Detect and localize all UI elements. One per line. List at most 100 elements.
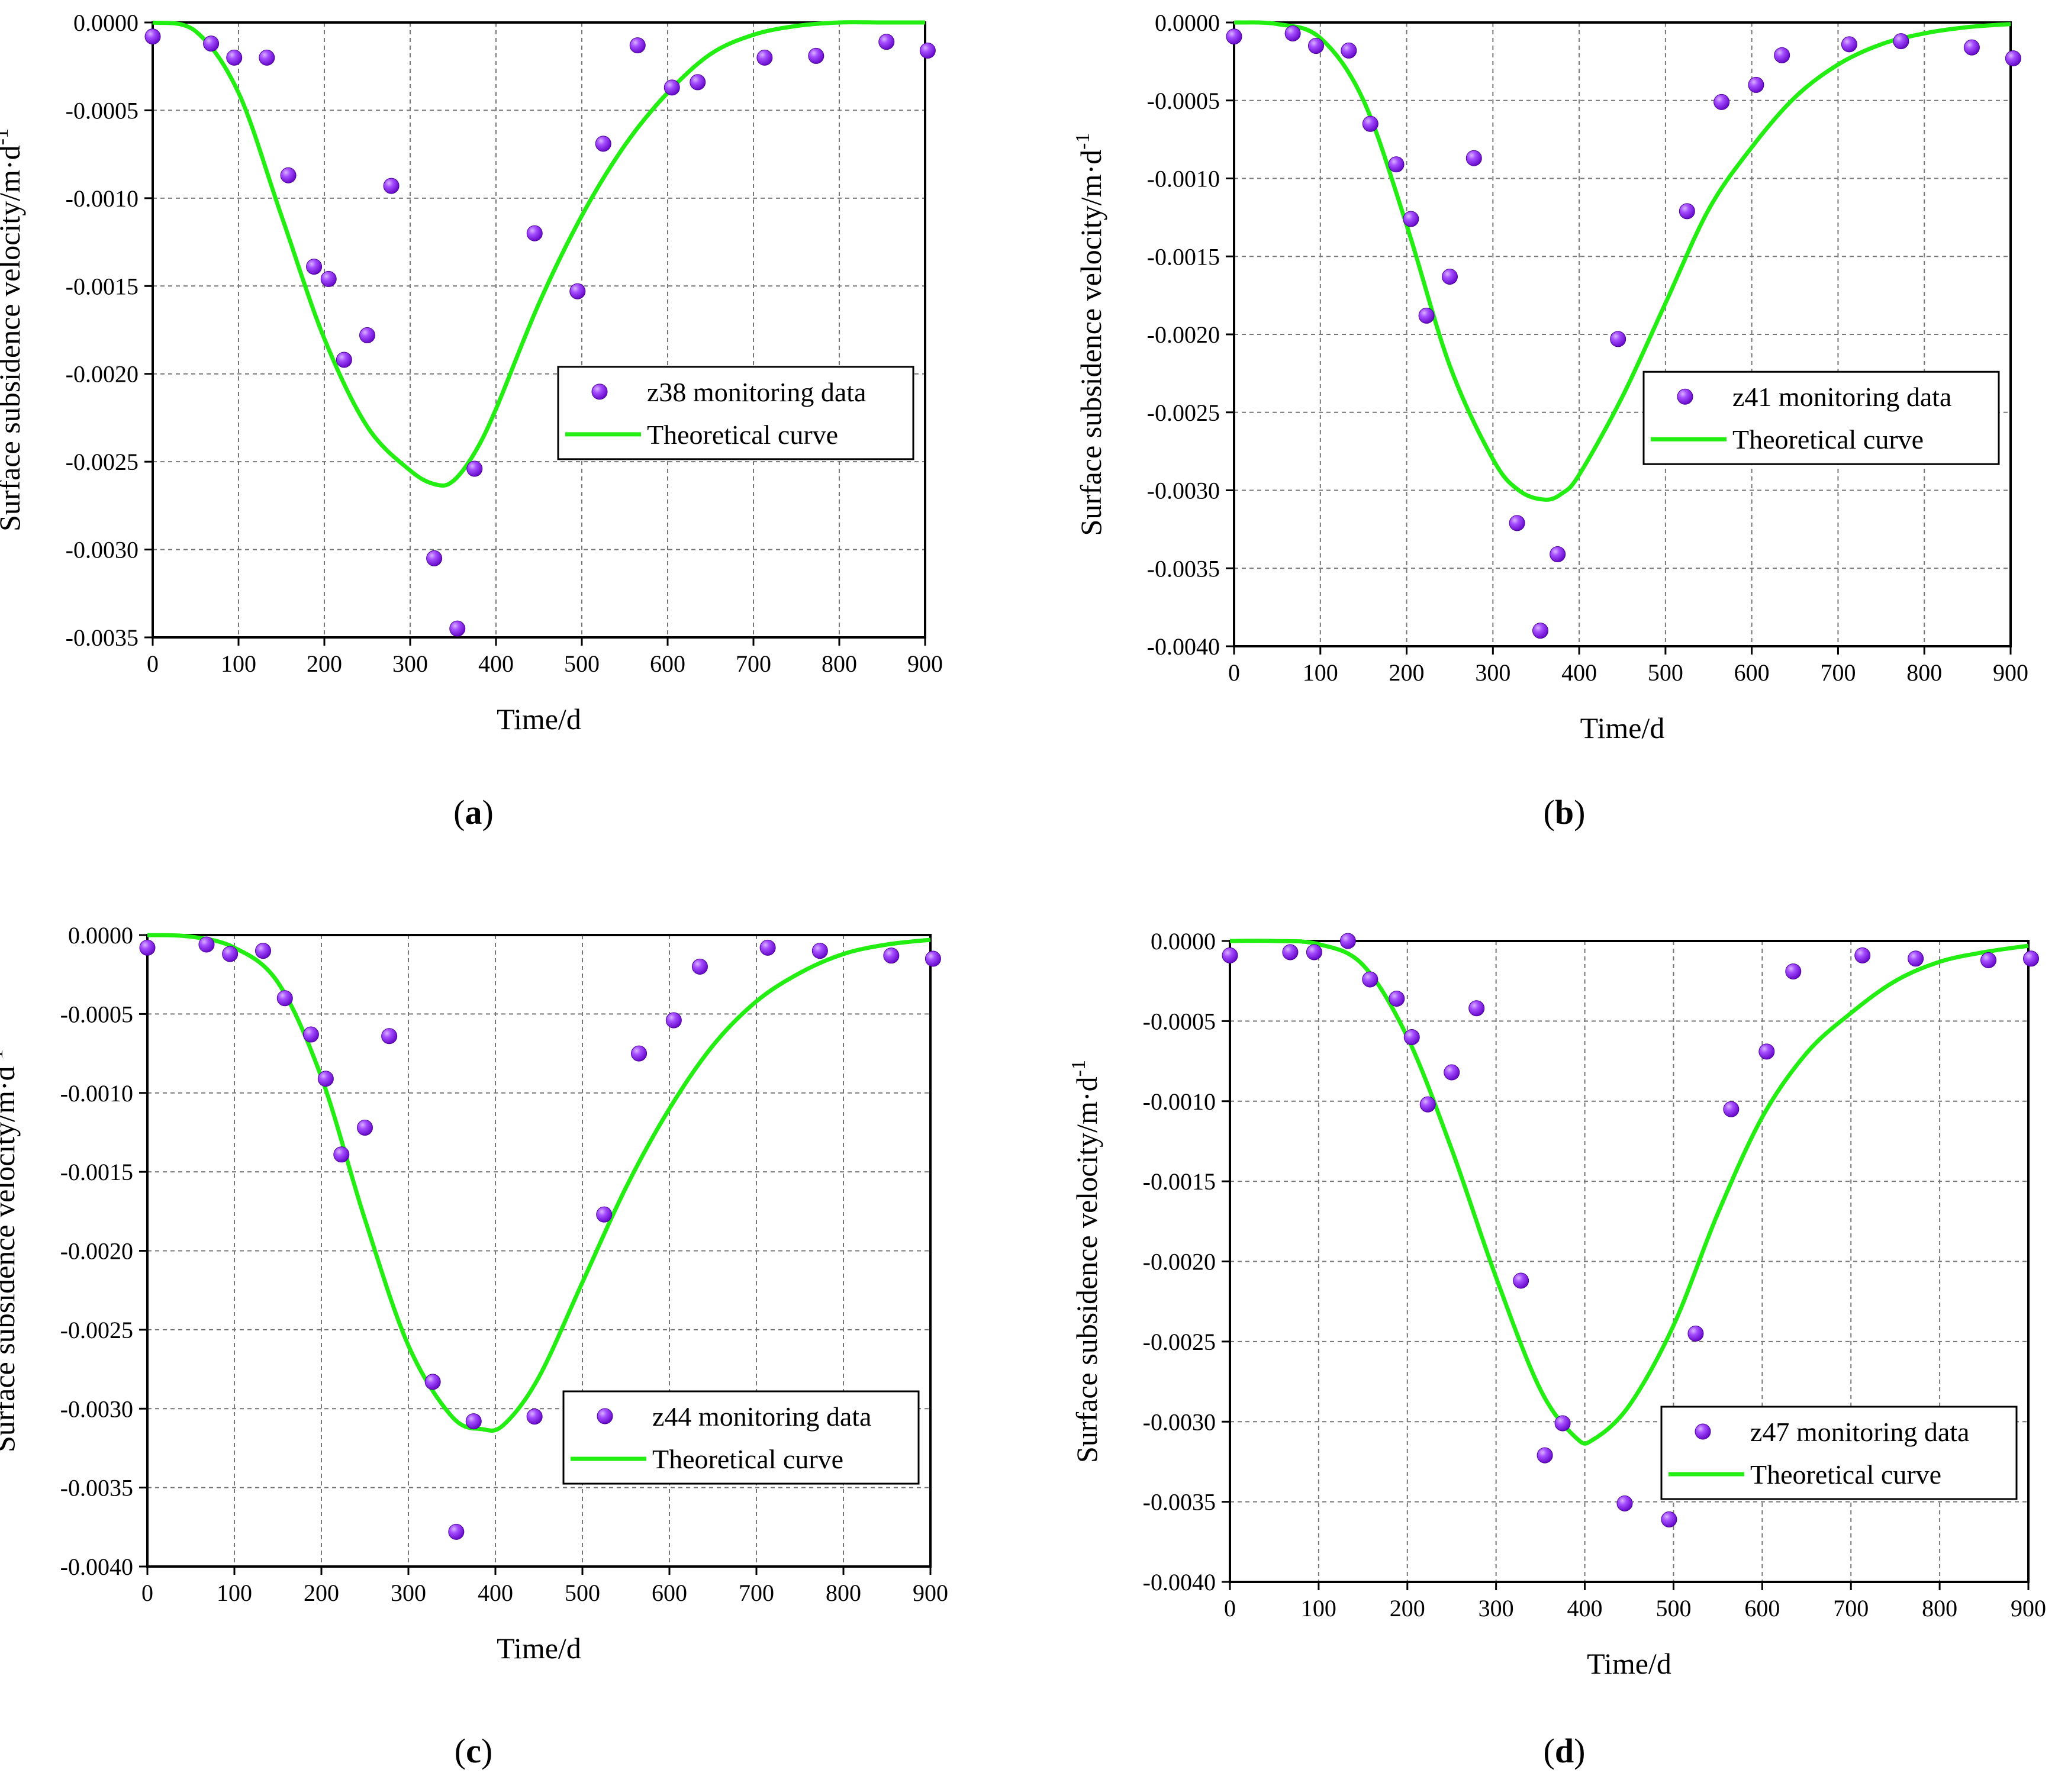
monitoring-data-point bbox=[1532, 623, 1549, 639]
monitoring-data-point bbox=[1687, 1325, 1704, 1342]
monitoring-data-point bbox=[925, 950, 941, 967]
y-axis-label-superscript: -1 bbox=[0, 128, 12, 145]
monitoring-data-point bbox=[1226, 28, 1242, 45]
y-tick-label: -0.0020 bbox=[1143, 1249, 1216, 1275]
legend-data-label: z47 monitoring data bbox=[1750, 1417, 1969, 1447]
panel-caption-letter: c bbox=[466, 1732, 481, 1770]
legend-box bbox=[1660, 1406, 2018, 1500]
x-tick-label: 300 bbox=[1479, 1595, 1514, 1622]
x-tick-label: 900 bbox=[907, 650, 943, 677]
monitoring-data-point bbox=[1713, 94, 1730, 110]
x-tick-label: 700 bbox=[739, 1580, 774, 1606]
y-tick-label: -0.0005 bbox=[1143, 1008, 1216, 1034]
panel-caption-letter: b bbox=[1555, 793, 1574, 831]
monitoring-data-point bbox=[569, 283, 586, 299]
theoretical-curve-line bbox=[1233, 20, 2011, 502]
y-tick-label: -0.0030 bbox=[66, 537, 138, 563]
y-axis-label: Surface subsidence velocity/m·d-1 bbox=[1068, 1060, 1103, 1463]
panel-caption-close-paren: ) bbox=[1574, 793, 1585, 831]
panel-caption-open-paren: ( bbox=[1544, 793, 1555, 831]
y-axis-label: Surface subsidence velocity/m·d-1 bbox=[0, 1049, 21, 1452]
legend-box bbox=[557, 366, 914, 460]
legend-curve-label: Theoretical curve bbox=[1732, 424, 1924, 455]
y-tick-label: -0.0015 bbox=[1143, 1168, 1216, 1195]
monitoring-data-point bbox=[1610, 331, 1626, 347]
monitoring-data-point bbox=[1963, 39, 1980, 56]
y-tick-label: 0.0000 bbox=[73, 9, 138, 36]
x-tick-label: 500 bbox=[564, 650, 600, 677]
y-tick-label: -0.0010 bbox=[66, 185, 138, 212]
x-tick-label: 600 bbox=[1744, 1595, 1780, 1622]
monitoring-data-point bbox=[357, 1119, 373, 1136]
y-tick-label: -0.0010 bbox=[1147, 166, 1220, 192]
x-tick-label: 800 bbox=[826, 1580, 861, 1606]
legend-marker-icon bbox=[1695, 1423, 1711, 1440]
x-tick-label: 700 bbox=[1820, 659, 1856, 686]
chart-panel-c: 0 100 200 300 400 500 600 700 800 900 0.0000 -0.000… bbox=[0, 922, 948, 1770]
theoretical-curve-line bbox=[1229, 939, 2029, 1446]
y-tick-label: -0.0035 bbox=[1143, 1489, 1216, 1516]
monitoring-data-point bbox=[1341, 42, 1357, 59]
y-tick-label: -0.0020 bbox=[66, 361, 138, 388]
x-tick-label: 200 bbox=[1389, 659, 1425, 686]
x-tick-label: 0 bbox=[1228, 659, 1240, 686]
y-axis-label: Surface subsidence velocity/m·d-1 bbox=[1072, 133, 1107, 536]
monitoring-data-point bbox=[756, 49, 773, 66]
y-tick-label: 0.0000 bbox=[68, 922, 133, 949]
y-tick-label: -0.0030 bbox=[60, 1395, 133, 1422]
monitoring-data-point bbox=[596, 1206, 613, 1223]
monitoring-data-point bbox=[448, 1523, 465, 1540]
x-tick-label: 100 bbox=[1301, 1595, 1336, 1622]
plot-frame bbox=[146, 934, 932, 1568]
x-tick-label: 400 bbox=[1567, 1595, 1603, 1622]
x-tick-label: 900 bbox=[913, 1580, 948, 1606]
panel-caption-open-paren: ( bbox=[453, 793, 465, 831]
monitoring-data-point bbox=[808, 47, 824, 64]
x-tick-label: 500 bbox=[1648, 659, 1683, 686]
monitoring-data-point bbox=[1388, 156, 1405, 173]
y-axis-label: Surface subsidence velocity/m·d-1 bbox=[0, 128, 26, 531]
chart-panels: 0 100 200 300 400 500 600 700 800 900 0.0000 -0.000… bbox=[0, 9, 2046, 1770]
plot-area bbox=[153, 22, 925, 637]
x-tick-label: 800 bbox=[1906, 659, 1942, 686]
monitoring-data-point bbox=[359, 327, 375, 343]
monitoring-data-point bbox=[1222, 947, 1238, 963]
monitoring-data-point bbox=[144, 28, 161, 45]
y-axis-label-main: Surface subsidence velocity/m·d bbox=[1074, 150, 1107, 536]
panel-caption: (a) bbox=[453, 793, 494, 831]
x-tick-label: 400 bbox=[478, 650, 514, 677]
y-tick-label: -0.0025 bbox=[66, 449, 138, 475]
x-tick-label: 700 bbox=[736, 650, 771, 677]
monitoring-data-point bbox=[1785, 963, 1802, 979]
monitoring-data-point bbox=[665, 1012, 682, 1029]
y-tick-label: -0.0020 bbox=[1147, 321, 1220, 348]
y-axis-label-main: Surface subsidence velocity/m·d bbox=[0, 145, 26, 531]
y-tick-label: -0.0040 bbox=[60, 1554, 133, 1580]
x-tick-label: 100 bbox=[221, 650, 256, 677]
monitoring-data-point bbox=[1723, 1101, 1740, 1117]
x-tick-label: 0 bbox=[147, 650, 159, 677]
monitoring-data-point bbox=[1550, 546, 1566, 563]
panel-caption-close-paren: ) bbox=[1574, 1732, 1585, 1770]
monitoring-data-point bbox=[255, 943, 272, 959]
monitoring-data-point bbox=[203, 36, 220, 52]
y-tick-label: -0.0035 bbox=[60, 1475, 133, 1501]
y-tick-label: -0.0005 bbox=[66, 97, 138, 124]
monitoring-data-point bbox=[629, 37, 646, 54]
monitoring-data-point bbox=[2005, 50, 2021, 67]
x-tick-label: 200 bbox=[1390, 1595, 1425, 1622]
y-tick-label: -0.0020 bbox=[60, 1238, 133, 1265]
monitoring-data-point bbox=[280, 167, 297, 183]
monitoring-data-point bbox=[878, 34, 895, 50]
monitoring-data-point bbox=[1441, 269, 1458, 285]
monitoring-data-point bbox=[1468, 1000, 1485, 1017]
x-tick-label: 500 bbox=[565, 1580, 600, 1606]
monitoring-data-point bbox=[383, 178, 400, 194]
x-axis-label: Time/d bbox=[497, 1632, 581, 1665]
y-tick-label: 0.0000 bbox=[1151, 928, 1216, 955]
monitoring-data-point bbox=[1284, 25, 1301, 41]
panel-caption-close-paren: ) bbox=[481, 1732, 492, 1770]
monitoring-data-point bbox=[663, 79, 680, 96]
panel-caption: (b) bbox=[1544, 793, 1586, 831]
